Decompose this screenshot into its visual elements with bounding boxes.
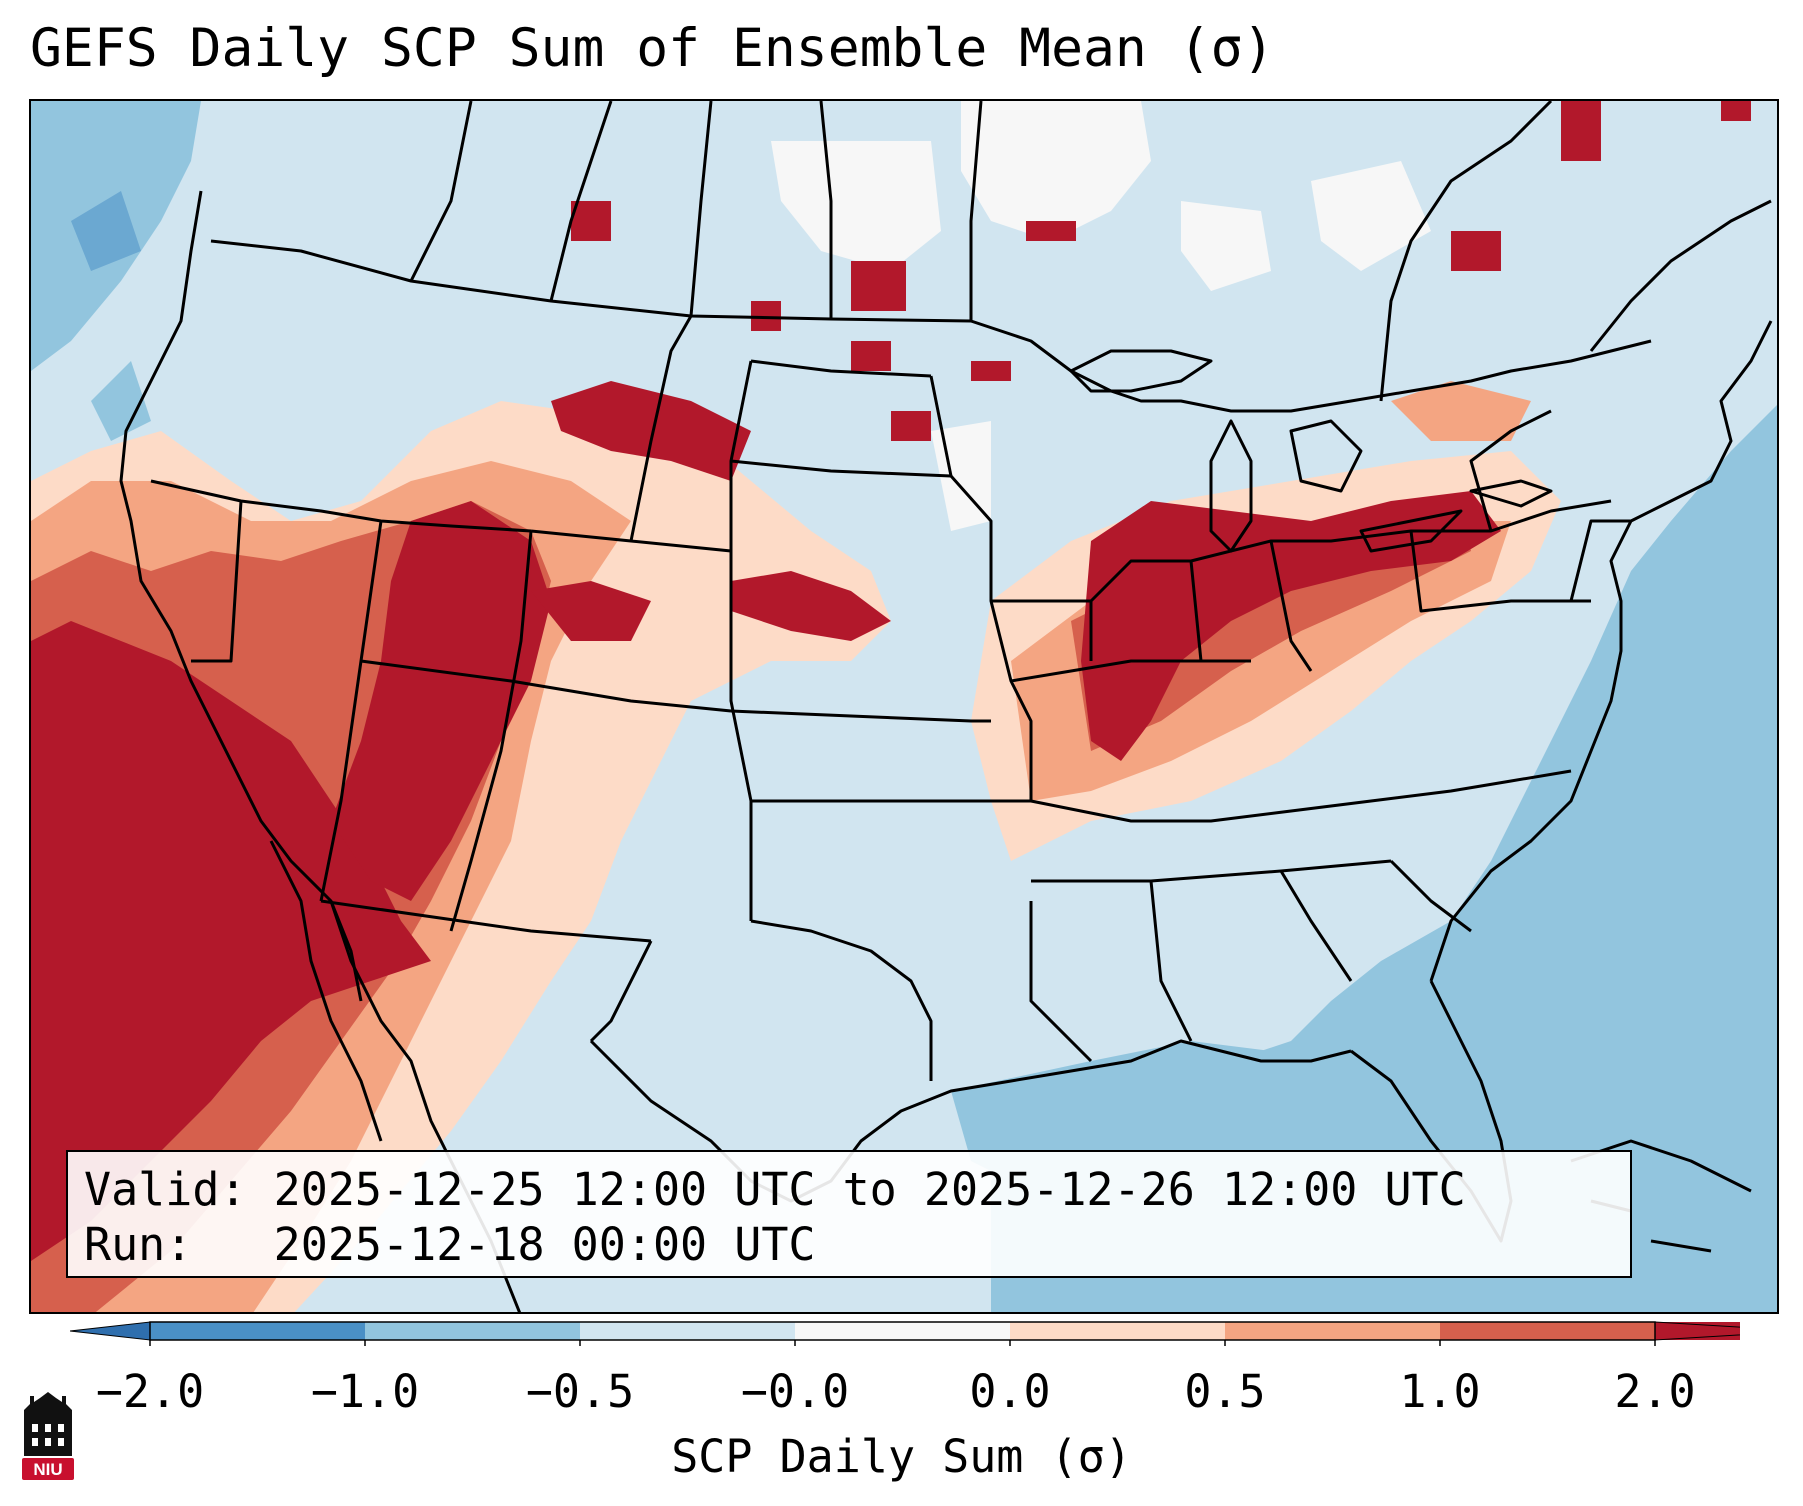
valid-row: Valid: 2025-12-25 12:00 UTC to 2025-12-2… [84,1162,1614,1217]
colorbar-tick-label: 0.0 [969,1365,1051,1418]
scp-map [31,101,1777,1312]
map-title: GEFS Daily SCP Sum of Ensemble Mean (σ) [30,18,1275,79]
run-label: Run: [84,1218,193,1271]
colorbar-bin [580,1322,795,1340]
colorbar-frame [149,1321,1656,1341]
neutral-field [771,101,1431,531]
colorbar-bin [795,1322,1010,1340]
colorbar-bin [150,1322,365,1340]
colorbar-tick-label: −2.0 [95,1365,205,1418]
run-row: Run: 2025-12-18 00:00 UTC [84,1217,1614,1272]
colorbar [70,1321,1740,1346]
logo-badge [22,1458,74,1480]
colorbar-tick-label: −1.0 [310,1365,420,1418]
colorbar-label: SCP Daily Sum (σ) [671,1430,1132,1483]
colorbar-tick-label: −0.0 [740,1365,850,1418]
colorbar-bin [1225,1322,1440,1340]
colorbar-bin [1440,1322,1655,1340]
colorbar-tick-label: 0.5 [1184,1365,1266,1418]
colorbar-bin [365,1322,580,1340]
svg-text:NIU: NIU [33,1460,62,1479]
valid-value: 2025-12-25 12:00 UTC to 2025-12-26 12:00… [273,1163,1466,1216]
valid-label: Valid: [84,1163,247,1216]
colorbar-tick-label: 1.0 [1399,1365,1481,1418]
colorbar-bin [1010,1322,1225,1340]
colorbar-tick-label: 2.0 [1614,1365,1696,1418]
map-panel [29,99,1779,1314]
colorbar-tick-label: −0.5 [525,1365,635,1418]
colorbar-bins [70,1321,1740,1346]
run-value: 2025-12-18 00:00 UTC [273,1218,816,1271]
valid-time-box: Valid: 2025-12-25 12:00 UTC to 2025-12-2… [66,1150,1632,1278]
niu-logo-icon: NIU [22,1392,74,1480]
boundaries [119,101,1773,1312]
colorbar-extend-low [70,1321,151,1341]
